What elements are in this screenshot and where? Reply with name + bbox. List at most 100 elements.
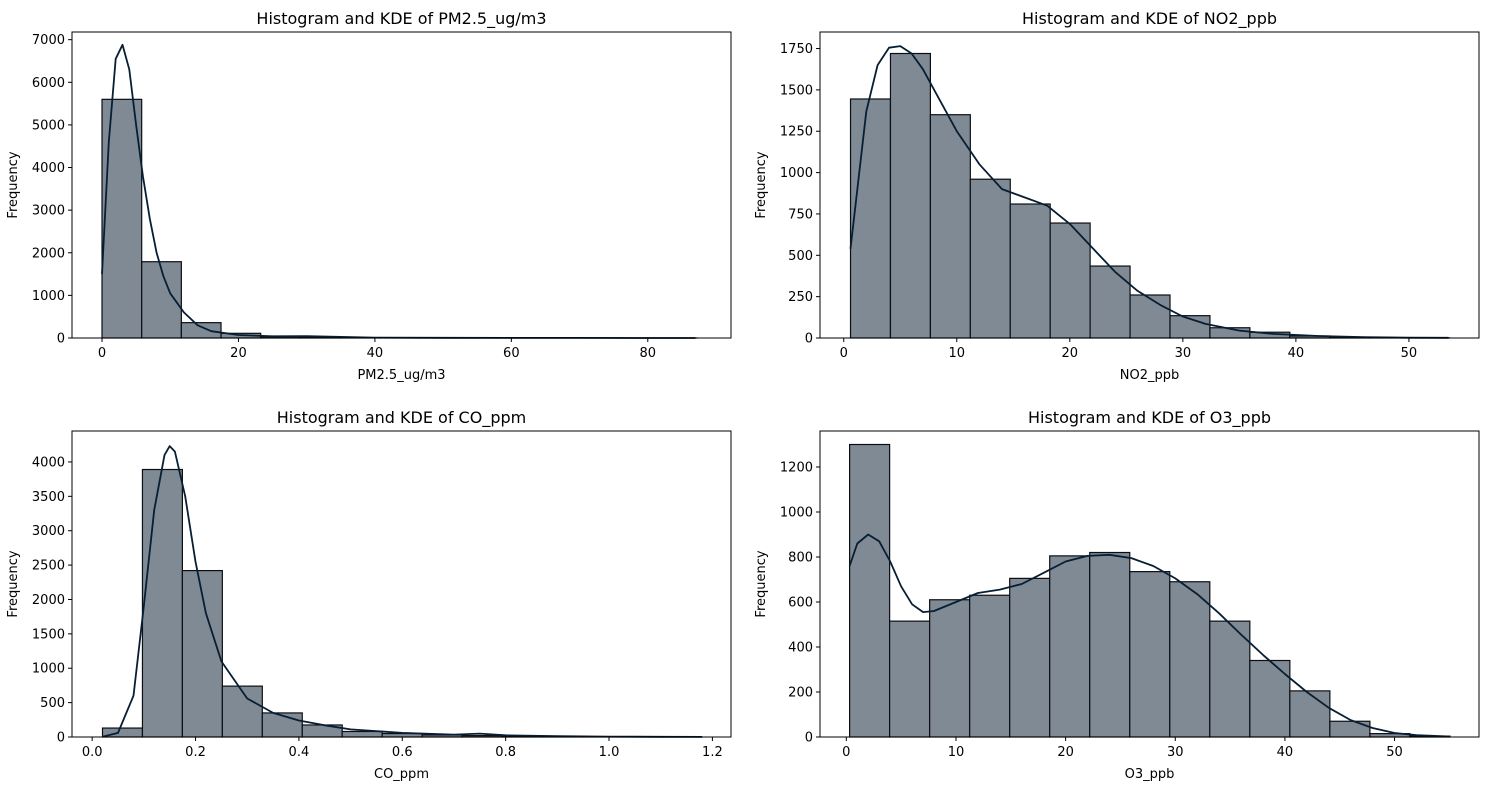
y-tick-label: 400 [788, 641, 813, 656]
histogram-bar [261, 712, 303, 738]
y-tick-label: 0 [57, 731, 65, 746]
histogram-bar [1049, 555, 1091, 738]
x-axis-label: PM2.5_ug/m3 [357, 368, 445, 383]
histogram-bar [969, 178, 1011, 339]
histogram-bar [929, 599, 971, 738]
kde-line [848, 533, 1450, 738]
y-tick-label: 1750 [780, 42, 813, 57]
y-tick-label: 2000 [32, 593, 65, 608]
chart-title: Histogram and KDE of NO2_ppb [1022, 9, 1277, 29]
x-tick-label: 20 [230, 346, 247, 361]
subplot-1: 0 20 40 60 80 0 1000 2000 3000 4000 5000 6000 7000 Hi… [6, 9, 732, 383]
histogram-bar [101, 98, 143, 339]
chart-title: Histogram and KDE of CO_ppm [277, 408, 526, 428]
y-tick-label: 2000 [32, 246, 65, 261]
x-tick-label: 0.4 [289, 745, 310, 760]
histogram-bar [889, 620, 931, 738]
kde-line [101, 43, 696, 339]
histogram-bar [1009, 203, 1051, 339]
y-tick-label: 3000 [32, 524, 65, 539]
x-tick-label: 0.2 [185, 745, 206, 760]
subplot-3: 0.0 0.2 0.4 0.6 0.8 1.0 1.2 0 500 1000 1500 2000 250… [6, 408, 732, 782]
y-tick-label: 5000 [32, 118, 65, 133]
x-axis-label: O3_ppb [1125, 767, 1175, 782]
x-tick-label: 10 [948, 745, 965, 760]
histogram-bar [221, 685, 263, 738]
y-tick-label: 3500 [32, 490, 65, 505]
y-axis-label: Frequency [754, 550, 769, 617]
y-axis-label: Frequency [754, 151, 769, 218]
x-tick-label: 0.6 [392, 745, 413, 760]
y-tick-label: 0 [57, 332, 65, 347]
y-tick-label: 1250 [780, 125, 813, 140]
histogram-bar [1169, 581, 1211, 738]
kde-line [849, 45, 1449, 339]
y-tick-label: 7000 [32, 33, 65, 48]
histogram-bar [1129, 571, 1171, 738]
x-tick-label: 30 [1167, 745, 1184, 760]
x-tick-label: 20 [1062, 346, 1079, 361]
y-tick-label: 500 [788, 249, 813, 264]
x-tick-label: 10 [949, 346, 966, 361]
y-tick-label: 600 [788, 596, 813, 611]
y-tick-label: 750 [788, 207, 813, 222]
y-tick-label: 1200 [780, 461, 813, 476]
y-axis-label: Frequency [6, 151, 21, 218]
y-tick-label: 250 [788, 290, 813, 305]
y-tick-label: 3000 [32, 204, 65, 219]
y-tick-label: 1000 [780, 166, 813, 181]
histogram-bar [1089, 551, 1131, 738]
y-tick-label: 0 [805, 731, 813, 746]
y-tick-label: 1000 [780, 506, 813, 521]
x-tick-label: 20 [1057, 745, 1074, 760]
y-tick-label: 1500 [32, 627, 65, 642]
axes-frame [71, 31, 732, 339]
histogram-bar [889, 52, 931, 339]
histogram-bar [929, 114, 971, 339]
histogram-bar [180, 322, 222, 339]
x-tick-label: 40 [1288, 346, 1305, 361]
histogram-bar [1049, 222, 1091, 339]
histogram-bar [1009, 577, 1051, 738]
histogram-bar [1289, 690, 1331, 738]
histogram-bar [341, 730, 383, 738]
histogram-bar [141, 468, 184, 738]
histogram-bar [1209, 620, 1251, 738]
y-tick-label: 1000 [32, 289, 65, 304]
chart-title: Histogram and KDE of O3_ppb [1028, 408, 1271, 428]
x-tick-label: 60 [503, 346, 520, 361]
axes-frame [819, 430, 1480, 738]
y-tick-label: 800 [788, 551, 813, 566]
y-tick-label: 500 [40, 696, 65, 711]
x-tick-label: 40 [1277, 745, 1294, 760]
y-axis-label: Frequency [6, 550, 21, 617]
histogram-bar [969, 594, 1011, 738]
x-tick-label: 50 [1401, 346, 1418, 361]
chart-title: Histogram and KDE of PM2.5_ug/m3 [256, 9, 546, 29]
y-tick-label: 1000 [32, 662, 65, 677]
x-tick-label: 0 [842, 745, 850, 760]
histogram-bar [1329, 720, 1371, 738]
y-tick-label: 0 [805, 332, 813, 347]
subplot-2: 0 10 20 30 40 5002505007501000125015001750His… [754, 9, 1480, 383]
x-tick-label: 40 [367, 346, 384, 361]
x-tick-label: 0 [98, 346, 106, 361]
axes-frame [819, 31, 1480, 339]
x-tick-label: 1.2 [702, 745, 723, 760]
axes-frame [71, 430, 732, 738]
y-tick-label: 6000 [32, 76, 65, 91]
x-tick-label: 0 [840, 346, 848, 361]
histogram-bar [1129, 294, 1171, 339]
y-tick-label: 4000 [32, 455, 65, 470]
histogram-bar [849, 443, 891, 738]
x-tick-label: 50 [1386, 745, 1403, 760]
y-tick-label: 1500 [780, 83, 813, 98]
y-tick-label: 200 [788, 686, 813, 701]
x-tick-label: 30 [1175, 346, 1192, 361]
y-tick-label: 4000 [32, 161, 65, 176]
histogram-bar [1089, 265, 1131, 339]
x-axis-label: CO_ppm [374, 767, 429, 782]
x-tick-label: 0.8 [495, 745, 516, 760]
x-axis-label: NO2_ppb [1120, 368, 1179, 383]
